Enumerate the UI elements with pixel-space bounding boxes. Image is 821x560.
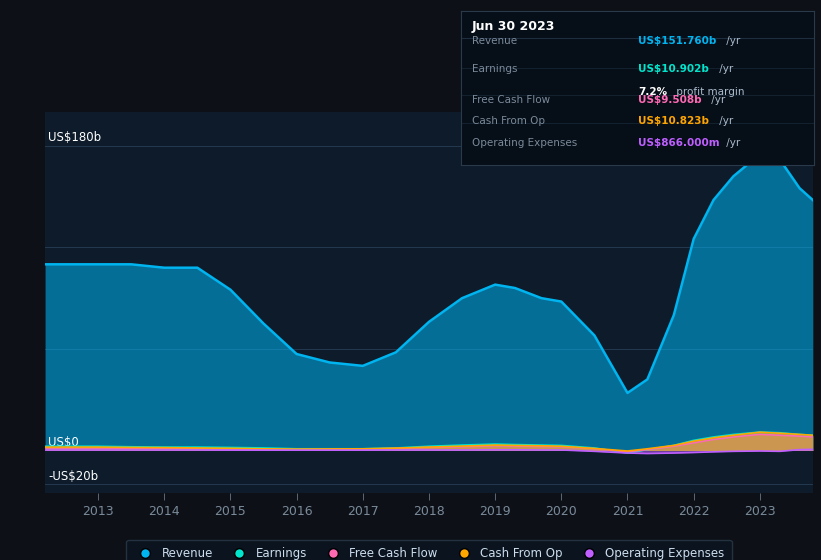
- Text: /yr: /yr: [723, 36, 741, 46]
- Text: US$10.823b: US$10.823b: [638, 116, 709, 126]
- Text: US$180b: US$180b: [48, 131, 102, 144]
- Text: US$866.000m: US$866.000m: [638, 138, 719, 148]
- Text: US$9.508b: US$9.508b: [638, 95, 701, 105]
- Text: Revenue: Revenue: [472, 36, 517, 46]
- Text: US$0: US$0: [48, 436, 79, 449]
- Text: Earnings: Earnings: [472, 64, 517, 74]
- Legend: Revenue, Earnings, Free Cash Flow, Cash From Op, Operating Expenses: Revenue, Earnings, Free Cash Flow, Cash …: [126, 540, 732, 560]
- Text: US$10.902b: US$10.902b: [638, 64, 709, 74]
- Text: /yr: /yr: [708, 95, 725, 105]
- Text: /yr: /yr: [716, 116, 733, 126]
- Text: Cash From Op: Cash From Op: [472, 116, 545, 126]
- Text: -US$20b: -US$20b: [48, 470, 99, 483]
- Text: Free Cash Flow: Free Cash Flow: [472, 95, 550, 105]
- Text: Jun 30 2023: Jun 30 2023: [472, 20, 555, 33]
- Text: 7.2%: 7.2%: [638, 87, 667, 97]
- Text: US$151.760b: US$151.760b: [638, 36, 716, 46]
- Text: /yr: /yr: [716, 64, 733, 74]
- Text: profit margin: profit margin: [673, 87, 745, 97]
- Text: /yr: /yr: [723, 138, 741, 148]
- Text: Operating Expenses: Operating Expenses: [472, 138, 577, 148]
